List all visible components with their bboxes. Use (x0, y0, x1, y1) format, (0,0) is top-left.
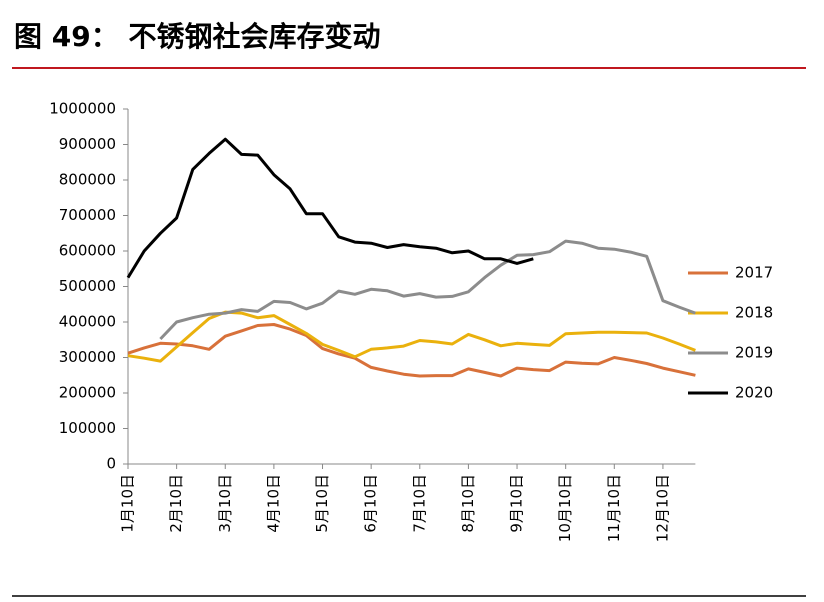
series-line (126, 137, 534, 279)
x-tick-label: 10月10日 (556, 474, 574, 542)
x-tick-label: 3月10日 (216, 474, 234, 533)
x-tick-label: 8月10日 (459, 474, 477, 533)
y-tick-label: 500000 (59, 277, 116, 295)
y-tick-label: 900000 (59, 135, 116, 153)
x-tick-label: 7月10日 (410, 474, 428, 533)
y-tick-label: 300000 (59, 348, 116, 366)
series-line (159, 239, 696, 341)
y-tick-label: 1000000 (49, 100, 116, 118)
legend-label: 2020 (735, 384, 773, 402)
y-tick-label: 200000 (59, 384, 116, 402)
y-tick-label: 100000 (59, 419, 116, 437)
y-tick-label: 0 (106, 455, 116, 473)
legend-label: 2019 (735, 344, 773, 362)
chart-title: 图 49： 不锈钢社会库存变动 (14, 20, 380, 53)
x-tick-label: 5月10日 (313, 474, 331, 533)
series-line (127, 310, 696, 363)
x-tick-label: 6月10日 (362, 474, 380, 533)
y-tick-label: 800000 (59, 171, 116, 189)
x-tick-label: 2月10日 (167, 474, 185, 533)
x-tick-label: 9月10日 (508, 474, 526, 533)
x-tick-label: 4月10日 (264, 474, 282, 533)
series-line (127, 323, 696, 378)
x-tick-label: 12月10日 (653, 474, 671, 542)
x-tick-label: 1月10日 (119, 474, 137, 533)
x-tick-label: 11月10日 (605, 474, 623, 542)
legend-label: 2017 (735, 264, 773, 282)
y-tick-label: 600000 (59, 242, 116, 260)
y-tick-label: 400000 (59, 313, 116, 331)
y-tick-label: 700000 (59, 206, 116, 224)
legend-label: 2018 (735, 304, 773, 322)
